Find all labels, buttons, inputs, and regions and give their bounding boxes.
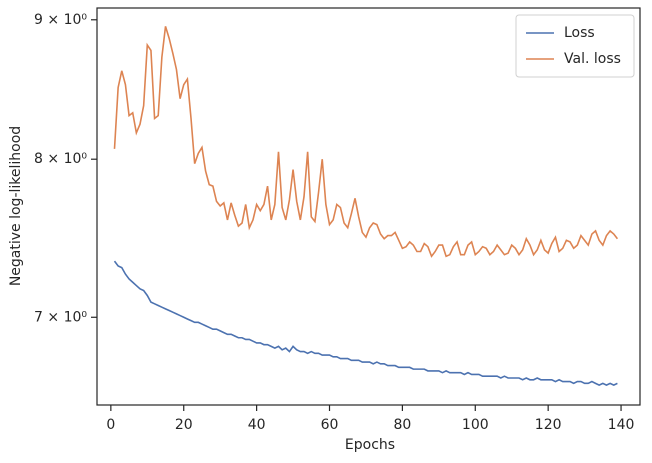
legend-label: Val. loss xyxy=(564,51,621,67)
x-tick-label: 60 xyxy=(321,417,339,433)
line-series xyxy=(113,26,619,258)
x-axis-label: Epochs xyxy=(345,437,395,453)
y-axis-label: Negative log-likelihood xyxy=(8,126,24,286)
legend-box xyxy=(515,14,635,78)
plot-frame xyxy=(96,7,641,406)
x-tick-label: 120 xyxy=(535,417,562,433)
x-tick-label: 20 xyxy=(175,417,193,433)
y-tick-label: 8 × 10⁰ xyxy=(34,151,87,167)
x-tick-label: 100 xyxy=(462,417,489,433)
legend-label: Loss xyxy=(564,25,595,41)
y-tick-label: 7 × 10⁰ xyxy=(34,309,87,325)
x-tick-label: 40 xyxy=(248,417,266,433)
x-tick-label: 0 xyxy=(106,417,115,433)
line-series xyxy=(113,260,618,387)
y-tick-label: 9 × 10⁰ xyxy=(34,12,87,28)
x-tick-label: 80 xyxy=(393,417,411,433)
x-tick-label: 140 xyxy=(608,417,635,433)
